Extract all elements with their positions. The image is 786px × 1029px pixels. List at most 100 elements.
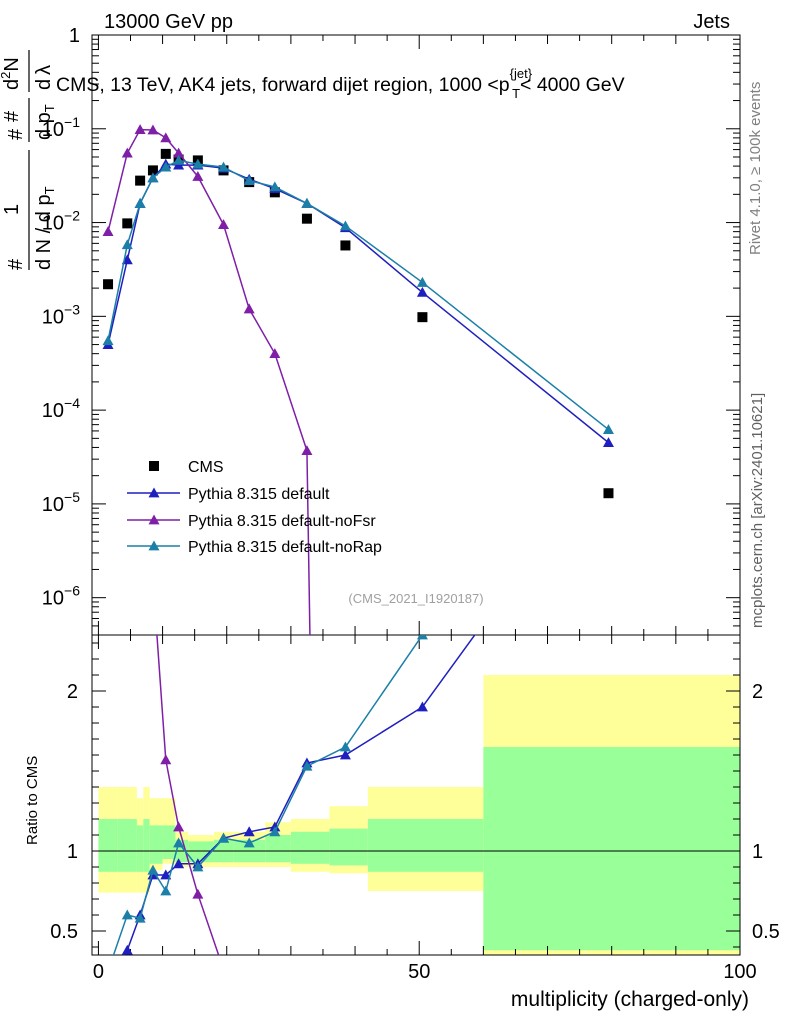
ratio-point	[160, 885, 172, 896]
ratio-point	[243, 837, 255, 848]
ratio-point	[103, 966, 114, 976]
ratio-axis-ticks: 0 50 100 0.5 0.5 1 1 2 2	[50, 635, 780, 983]
ratio-y-label: Ratio to CMS	[24, 756, 41, 845]
y-tick-label-right: 0.5	[752, 921, 780, 943]
svg-text:d2N: d2N	[0, 57, 23, 90]
ratio-point	[339, 741, 351, 752]
svg-text:#: #	[5, 128, 27, 140]
analysis-id-label: (CMS_2021_I1920187)	[348, 591, 483, 606]
ratio-point	[192, 861, 204, 872]
data-point	[160, 132, 172, 143]
data-point	[218, 161, 230, 172]
ratio-point	[173, 858, 185, 869]
data-point	[243, 303, 255, 314]
data-point	[417, 312, 428, 323]
ratio-line	[156, 635, 220, 955]
data-point	[134, 197, 146, 208]
band-inner	[98, 819, 118, 872]
data-point	[602, 437, 614, 448]
legend-marker	[148, 540, 160, 551]
svg-text:d: d	[33, 79, 55, 90]
ratio-point	[243, 826, 255, 837]
data-point	[135, 175, 146, 186]
data-point	[192, 158, 204, 169]
ratio-point	[147, 864, 159, 875]
data-point	[243, 175, 255, 186]
ratio-point	[160, 754, 172, 765]
data-point	[147, 172, 159, 183]
y-tick-label: 10−6	[42, 583, 80, 610]
data-point	[173, 147, 185, 158]
uncertainty-bands	[98, 675, 740, 955]
legend-label: Pythia 8.315 default-noFsr	[188, 513, 376, 530]
data-point	[121, 147, 133, 158]
ratio-point	[269, 826, 281, 837]
svg-text:d pT: d pT	[33, 104, 57, 140]
y-tick-label: 1	[69, 25, 80, 47]
y-tick-label: 10−4	[42, 395, 80, 422]
legend: CMS Pythia 8.315 default Pythia 8.315 defa…	[127, 459, 382, 556]
svg-text:#: #	[5, 258, 27, 270]
band-inner	[265, 835, 291, 863]
main-y-label: # d N / d pT 1 # d pT # d d2N λ	[0, 50, 57, 270]
data-point	[102, 335, 114, 346]
y-tick-label: 0.5	[50, 921, 78, 943]
data-point	[416, 276, 428, 287]
data-point	[301, 445, 313, 456]
ratio-point	[218, 832, 230, 843]
mcplots-label: mcplots.cern.ch [arXiv:2401.10621]	[749, 393, 766, 628]
ratio-point	[301, 760, 313, 771]
legend-label: Pythia 8.315 default	[188, 486, 330, 503]
data-point	[218, 219, 230, 230]
data-point	[301, 213, 312, 224]
ratio-series-layer	[103, 270, 614, 976]
legend-label: Pythia 8.315 default-noRap	[188, 539, 382, 556]
data-point	[147, 165, 158, 176]
y-tick-label: 2	[67, 681, 78, 703]
band-inner	[149, 825, 163, 864]
band-inner	[143, 819, 150, 872]
svg-text:1: 1	[1, 204, 23, 215]
data-point	[173, 154, 185, 165]
ratio-point	[160, 869, 172, 880]
y-tick-label-right: 2	[752, 681, 763, 703]
svg-text:#: #	[1, 110, 23, 122]
band-inner	[136, 825, 144, 872]
data-point	[269, 348, 281, 359]
main-axis-ticks: 10−6 10−5 10−4 10−3 10−2 10−1 1	[42, 25, 741, 636]
main-series-layer	[102, 124, 614, 635]
data-point	[147, 124, 159, 135]
ratio-point	[339, 749, 351, 760]
band-inner	[367, 819, 484, 872]
y-tick-label: 10−1	[42, 114, 80, 141]
series-line	[107, 159, 609, 431]
ratio-point	[192, 888, 204, 899]
y-tick-label-right: 1	[752, 841, 763, 863]
svg-text:d N / d pT: d N / d pT	[33, 186, 57, 270]
band-inner	[329, 828, 368, 866]
x-tick-label: 50	[408, 961, 430, 983]
data-point	[121, 239, 133, 250]
ratio-point	[147, 574, 158, 584]
ratio-point	[218, 964, 229, 974]
data-point	[192, 170, 204, 181]
ratio-point	[121, 944, 133, 955]
y-tick-label: 10−3	[42, 301, 80, 328]
plot-title: CMS, 13 TeV, AK4 jets, forward dijet reg…	[56, 66, 625, 101]
data-point	[103, 279, 114, 290]
x-tick-label: 0	[93, 961, 104, 983]
data-point	[269, 181, 281, 192]
ratio-point	[134, 912, 146, 923]
svg-text:λ: λ	[33, 65, 55, 75]
y-tick-label: 10−2	[42, 208, 80, 235]
band-inner	[117, 819, 137, 872]
ratio-point	[173, 837, 185, 848]
category-label: Jets	[693, 11, 730, 33]
ratio-point	[603, 270, 614, 280]
data-point	[134, 124, 146, 135]
data-point	[416, 286, 428, 297]
rivet-label: Rivet 4.1.0, ≥ 100k events	[747, 82, 764, 255]
band-inner	[290, 831, 330, 864]
